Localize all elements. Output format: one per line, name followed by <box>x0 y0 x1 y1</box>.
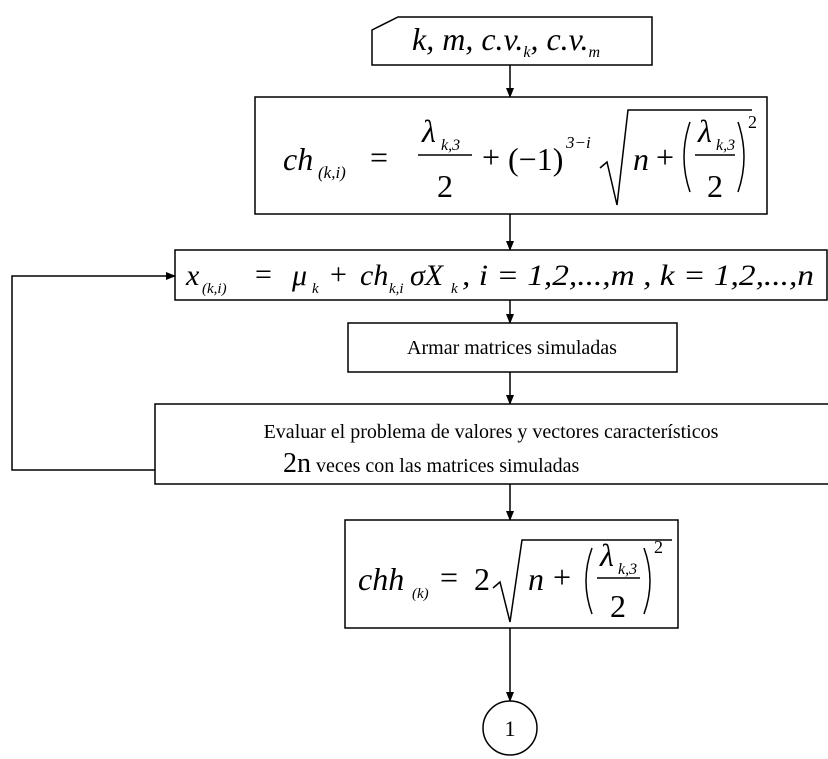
text: = <box>370 139 388 175</box>
text: ch <box>283 141 313 177</box>
text: 2 <box>748 112 757 132</box>
text: λ <box>697 113 712 149</box>
text: μ <box>291 259 307 292</box>
input-label: k, m, c.v.k, c.v.m <box>412 21 600 61</box>
text: , c.v. <box>530 21 588 57</box>
text: x <box>185 259 200 292</box>
loop-arrow <box>11 272 176 471</box>
text: , i = 1,2,...,m , k = 1,2,...,n <box>462 259 814 292</box>
radical <box>599 109 752 206</box>
process-node <box>154 403 828 485</box>
node-label: Evaluar el problema de valores y vectore… <box>264 421 719 443</box>
text: 2 <box>437 168 453 204</box>
text: σX <box>410 259 445 292</box>
text: k <box>312 281 319 297</box>
text: k,3 <box>618 561 637 578</box>
text: m <box>588 44 600 61</box>
process-node <box>254 96 768 215</box>
text: n <box>528 561 544 597</box>
text: + <box>553 559 571 595</box>
text: k <box>451 281 458 297</box>
text: 2 <box>610 588 626 624</box>
node-label: 2n veces con las matrices simuladas <box>283 448 579 479</box>
text: + <box>330 258 347 291</box>
process-node <box>174 249 828 301</box>
text: λ <box>421 113 436 149</box>
text: n <box>633 141 649 177</box>
text: 2 <box>654 537 663 557</box>
text: (−1) <box>508 141 563 177</box>
text: + <box>656 139 674 175</box>
text: 2n <box>283 448 311 479</box>
paren <box>683 121 691 193</box>
text: 2 <box>474 561 490 597</box>
formula: x (k,i) = μ k + ch k,i σX k , i = 1,2,..… <box>185 258 814 297</box>
text: k,i <box>389 281 404 297</box>
text: veces con las matrices simuladas <box>316 455 579 477</box>
process-node <box>347 322 678 373</box>
text: + <box>482 139 500 175</box>
formula: chh (k) = 2 n + λ k,3 2 2 <box>358 537 672 624</box>
text: chh <box>358 561 404 597</box>
text: λ <box>599 537 614 573</box>
paren <box>737 121 745 193</box>
connector-label: 1 <box>505 716 516 741</box>
text: (k) <box>412 586 429 602</box>
text: k,3 <box>716 137 735 154</box>
connector <box>482 700 538 756</box>
text: k, m, c.v. <box>412 21 523 57</box>
text: 3−i <box>565 133 591 152</box>
radical <box>492 539 672 623</box>
text: 2 <box>707 168 723 204</box>
paren <box>585 547 593 615</box>
text: = <box>440 559 458 595</box>
text: k <box>523 44 531 61</box>
node-label: Armar matrices simuladas <box>407 337 617 359</box>
text: k,3 <box>441 137 460 154</box>
text: (k,i) <box>318 163 346 182</box>
formula: ch (k,i) = λ k,3 2 + (−1) 3−i n + λ k,3 … <box>283 109 757 206</box>
text: ch <box>360 259 388 292</box>
input-node <box>371 16 653 66</box>
text: (k,i) <box>202 281 227 297</box>
paren <box>643 547 651 615</box>
text: = <box>255 258 272 291</box>
